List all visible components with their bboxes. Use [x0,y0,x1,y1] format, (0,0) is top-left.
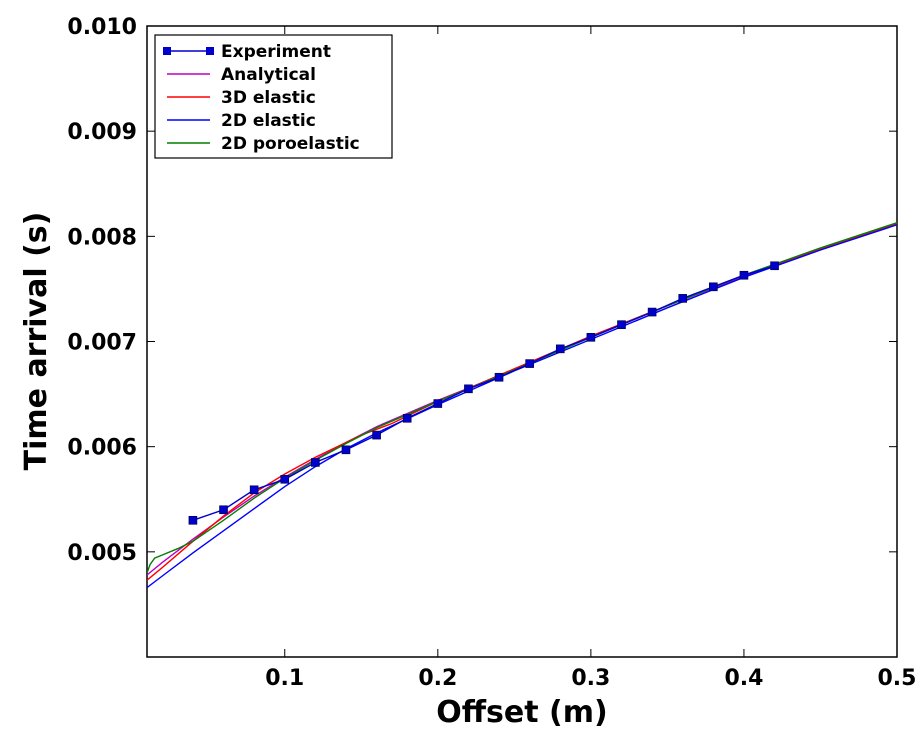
y-tick-label: 0.009 [67,120,137,145]
x-tick-label: 0.5 [878,666,917,691]
series-line-2d-elastic [147,224,897,589]
data-point [372,430,381,440]
x-tick-label: 0.1 [265,666,304,691]
legend: Experiment Analytical 3D elastic 2D elastic… [154,34,393,159]
y-axis-label: Time arrival (s) [19,212,54,471]
legend-marker [163,47,171,55]
axis-ticks: 0.1 0.2 0.3 0.4 0.5 0.005 0.006 0.007 0.008 0.009… [67,15,916,691]
data-point [678,294,688,303]
y-tick-label: 0.007 [67,331,137,356]
x-tick-label: 0.4 [724,666,763,691]
data-point [494,372,504,382]
data-point [464,384,473,394]
series-line-experiment [192,265,775,521]
data-point [525,359,534,368]
data-point [433,399,443,408]
x-tick-label: 0.3 [571,666,610,691]
data-point [341,445,351,455]
data-point [280,474,290,484]
data-point [709,282,718,292]
data-point [647,307,657,317]
data-point [739,270,749,280]
data-point [402,413,412,423]
legend-label-2d-elastic: 2D elastic [221,111,316,131]
series-layer [147,222,897,589]
y-tick-label: 0.006 [67,436,137,461]
legend-label-2d-poroelastic: 2D poroelastic [221,134,360,154]
data-point [311,458,320,467]
y-tick-label: 0.005 [67,541,137,566]
x-axis-label: Offset (m) [436,695,607,730]
legend-marker [206,47,214,55]
data-point [555,344,565,354]
y-tick-label: 0.008 [67,225,137,250]
legend-label-3d-elastic: 3D elastic [221,88,316,108]
data-point [188,515,198,525]
data-point [770,261,779,271]
legend-label-analytical: Analytical [221,65,316,85]
data-point [586,332,596,342]
data-point [617,320,626,329]
data-point [219,505,228,515]
legend-label-experiment: Experiment [221,42,331,62]
data-point [249,485,259,495]
x-tick-label: 0.2 [418,666,457,691]
y-tick-label: 0.010 [67,15,137,40]
